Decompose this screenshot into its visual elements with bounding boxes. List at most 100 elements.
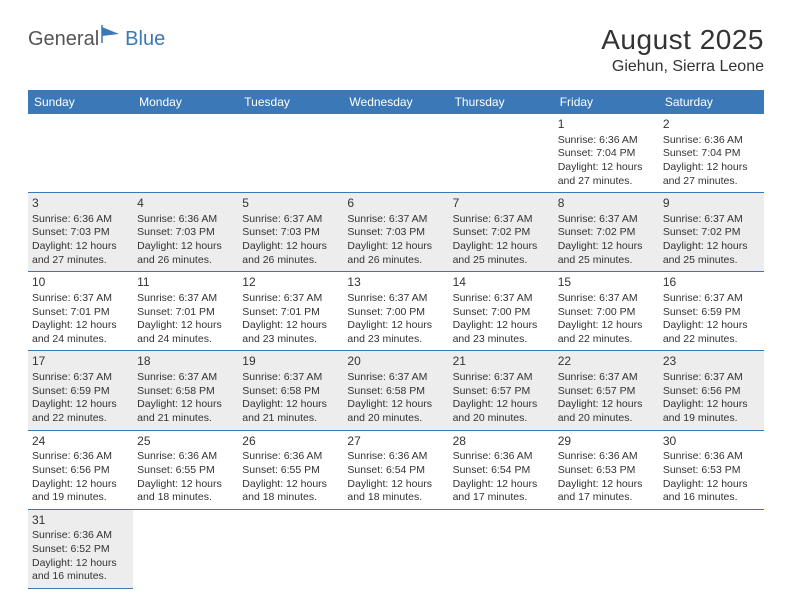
calendar-cell-empty <box>449 510 554 589</box>
daylight-text: Daylight: 12 hours and 23 minutes. <box>242 319 339 346</box>
daylight-text: Daylight: 12 hours and 20 minutes. <box>347 398 444 425</box>
calendar-cell: 27Sunrise: 6:36 AMSunset: 6:54 PMDayligh… <box>343 431 448 510</box>
calendar-cell: 7Sunrise: 6:37 AMSunset: 7:02 PMDaylight… <box>449 193 554 272</box>
sunset-text: Sunset: 6:53 PM <box>558 464 655 478</box>
sunrise-text: Sunrise: 6:37 AM <box>242 292 339 306</box>
daylight-text: Daylight: 12 hours and 24 minutes. <box>32 319 129 346</box>
sunset-text: Sunset: 7:04 PM <box>663 147 760 161</box>
weekday-header: Friday <box>554 90 659 114</box>
daylight-text: Daylight: 12 hours and 19 minutes. <box>32 478 129 505</box>
sunset-text: Sunset: 6:54 PM <box>347 464 444 478</box>
day-number: 1 <box>558 117 655 133</box>
sunset-text: Sunset: 7:03 PM <box>32 226 129 240</box>
day-number: 10 <box>32 275 129 291</box>
day-number: 20 <box>347 354 444 370</box>
day-number: 17 <box>32 354 129 370</box>
daylight-text: Daylight: 12 hours and 20 minutes. <box>453 398 550 425</box>
page-header: General Blue August 2025 Giehun, Sierra … <box>28 24 764 76</box>
calendar-cell: 16Sunrise: 6:37 AMSunset: 6:59 PMDayligh… <box>659 272 764 351</box>
calendar-cell: 10Sunrise: 6:37 AMSunset: 7:01 PMDayligh… <box>28 272 133 351</box>
daylight-text: Daylight: 12 hours and 21 minutes. <box>242 398 339 425</box>
calendar-cell: 29Sunrise: 6:36 AMSunset: 6:53 PMDayligh… <box>554 431 659 510</box>
calendar-cell: 15Sunrise: 6:37 AMSunset: 7:00 PMDayligh… <box>554 272 659 351</box>
sunset-text: Sunset: 7:02 PM <box>453 226 550 240</box>
weekday-header: Wednesday <box>343 90 448 114</box>
sunrise-text: Sunrise: 6:37 AM <box>453 371 550 385</box>
daylight-text: Daylight: 12 hours and 27 minutes. <box>558 161 655 188</box>
calendar-cell-empty <box>28 114 133 193</box>
calendar-cell: 25Sunrise: 6:36 AMSunset: 6:55 PMDayligh… <box>133 431 238 510</box>
sunrise-text: Sunrise: 6:37 AM <box>137 371 234 385</box>
calendar-cell-empty <box>659 510 764 589</box>
sunset-text: Sunset: 7:00 PM <box>558 306 655 320</box>
sunrise-text: Sunrise: 6:37 AM <box>347 371 444 385</box>
day-number: 11 <box>137 275 234 291</box>
sunset-text: Sunset: 6:56 PM <box>663 385 760 399</box>
sunrise-text: Sunrise: 6:37 AM <box>663 213 760 227</box>
daylight-text: Daylight: 12 hours and 22 minutes. <box>32 398 129 425</box>
day-number: 5 <box>242 196 339 212</box>
daylight-text: Daylight: 12 hours and 24 minutes. <box>137 319 234 346</box>
day-number: 25 <box>137 434 234 450</box>
sunrise-text: Sunrise: 6:37 AM <box>453 292 550 306</box>
daylight-text: Daylight: 12 hours and 26 minutes. <box>347 240 444 267</box>
daylight-text: Daylight: 12 hours and 18 minutes. <box>137 478 234 505</box>
sunrise-text: Sunrise: 6:36 AM <box>32 529 129 543</box>
sunrise-text: Sunrise: 6:36 AM <box>453 450 550 464</box>
calendar-cell: 14Sunrise: 6:37 AMSunset: 7:00 PMDayligh… <box>449 272 554 351</box>
sunset-text: Sunset: 6:56 PM <box>32 464 129 478</box>
daylight-text: Daylight: 12 hours and 25 minutes. <box>453 240 550 267</box>
calendar-cell-empty <box>133 114 238 193</box>
calendar-cell: 17Sunrise: 6:37 AMSunset: 6:59 PMDayligh… <box>28 351 133 430</box>
sunrise-text: Sunrise: 6:36 AM <box>137 450 234 464</box>
calendar-cell-empty <box>133 510 238 589</box>
calendar-cell: 2Sunrise: 6:36 AMSunset: 7:04 PMDaylight… <box>659 114 764 193</box>
calendar-cell-empty <box>449 114 554 193</box>
calendar-cell: 6Sunrise: 6:37 AMSunset: 7:03 PMDaylight… <box>343 193 448 272</box>
logo-text-general: General <box>28 28 99 51</box>
day-number: 23 <box>663 354 760 370</box>
sunset-text: Sunset: 6:55 PM <box>137 464 234 478</box>
logo: General Blue <box>28 28 165 51</box>
daylight-text: Daylight: 12 hours and 25 minutes. <box>663 240 760 267</box>
sunrise-text: Sunrise: 6:37 AM <box>347 213 444 227</box>
sunset-text: Sunset: 7:01 PM <box>242 306 339 320</box>
day-number: 28 <box>453 434 550 450</box>
calendar-cell: 18Sunrise: 6:37 AMSunset: 6:58 PMDayligh… <box>133 351 238 430</box>
sunset-text: Sunset: 6:58 PM <box>137 385 234 399</box>
sunset-text: Sunset: 7:04 PM <box>558 147 655 161</box>
calendar-cell: 30Sunrise: 6:36 AMSunset: 6:53 PMDayligh… <box>659 431 764 510</box>
sunrise-text: Sunrise: 6:37 AM <box>663 292 760 306</box>
day-number: 26 <box>242 434 339 450</box>
calendar-cell: 21Sunrise: 6:37 AMSunset: 6:57 PMDayligh… <box>449 351 554 430</box>
sunset-text: Sunset: 6:57 PM <box>558 385 655 399</box>
daylight-text: Daylight: 12 hours and 26 minutes. <box>137 240 234 267</box>
weekday-header: Thursday <box>449 90 554 114</box>
weekday-header: Monday <box>133 90 238 114</box>
day-number: 4 <box>137 196 234 212</box>
sunrise-text: Sunrise: 6:37 AM <box>558 371 655 385</box>
calendar-cell-empty <box>238 510 343 589</box>
sunrise-text: Sunrise: 6:37 AM <box>558 292 655 306</box>
day-number: 15 <box>558 275 655 291</box>
daylight-text: Daylight: 12 hours and 22 minutes. <box>558 319 655 346</box>
day-number: 31 <box>32 513 129 529</box>
sunset-text: Sunset: 7:01 PM <box>32 306 129 320</box>
day-number: 22 <box>558 354 655 370</box>
sunset-text: Sunset: 6:59 PM <box>32 385 129 399</box>
sunrise-text: Sunrise: 6:36 AM <box>32 213 129 227</box>
logo-text-blue: Blue <box>125 28 165 51</box>
daylight-text: Daylight: 12 hours and 25 minutes. <box>558 240 655 267</box>
day-number: 24 <box>32 434 129 450</box>
logo-flag-icon <box>101 25 123 46</box>
weekday-header: Sunday <box>28 90 133 114</box>
calendar-cell: 12Sunrise: 6:37 AMSunset: 7:01 PMDayligh… <box>238 272 343 351</box>
sunset-text: Sunset: 6:58 PM <box>242 385 339 399</box>
sunset-text: Sunset: 6:53 PM <box>663 464 760 478</box>
sunrise-text: Sunrise: 6:37 AM <box>32 371 129 385</box>
daylight-text: Daylight: 12 hours and 26 minutes. <box>242 240 339 267</box>
calendar-cell: 23Sunrise: 6:37 AMSunset: 6:56 PMDayligh… <box>659 351 764 430</box>
calendar-cell-empty <box>343 114 448 193</box>
day-number: 29 <box>558 434 655 450</box>
daylight-text: Daylight: 12 hours and 17 minutes. <box>558 478 655 505</box>
